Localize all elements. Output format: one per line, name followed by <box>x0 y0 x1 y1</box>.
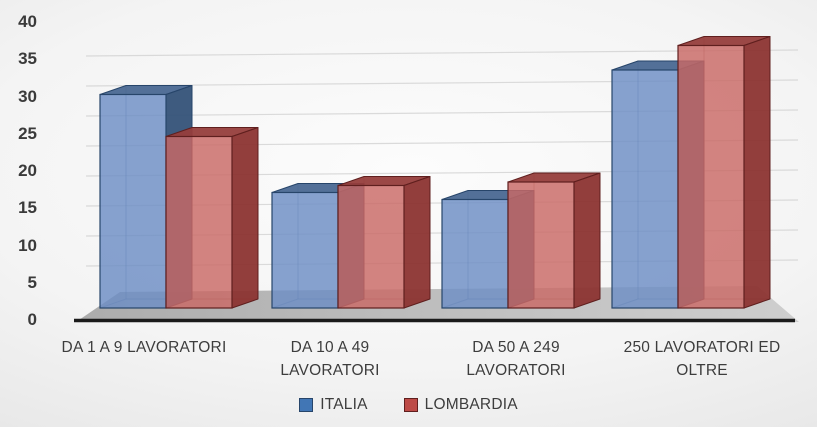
legend-swatch-lombardia <box>403 398 418 412</box>
y-tick-label-10: 10 <box>18 235 37 255</box>
y-tick-label-30: 30 <box>18 86 37 106</box>
y-tick-label-5: 5 <box>27 272 37 292</box>
category-label-line: LAVORATORI <box>466 362 566 379</box>
y-tick-label-15: 15 <box>18 198 37 218</box>
bar-lombardia-cat1 <box>337 176 431 309</box>
bar-front-face <box>611 69 679 309</box>
bar-side-face <box>231 127 259 309</box>
bar-side-face <box>403 176 431 309</box>
category-label-1: DA 10 A 49 LAVORATORI <box>215 336 445 382</box>
category-label-2: DA 50 A 249 LAVORATORI <box>401 336 631 382</box>
bar-front-face <box>507 181 575 309</box>
bar-lombardia-cat3 <box>677 36 771 309</box>
bar-front-face <box>337 184 405 309</box>
legend: ITALIA LOMBARDIA <box>0 396 817 414</box>
bar-lombardia-cat0 <box>165 127 259 309</box>
bar-lombardia-cat2 <box>507 172 601 309</box>
category-label-3: 250 LAVORATORI ED OLTRE <box>587 336 817 382</box>
category-label-line: 250 LAVORATORI ED <box>623 339 781 356</box>
legend-label: LOMBARDIA <box>424 396 518 413</box>
category-label-line: LAVORATORI <box>280 362 380 379</box>
y-tick-label-0: 0 <box>27 310 37 329</box>
y-tick-label-40: 40 <box>18 12 37 31</box>
category-label-line: DA 50 A 249 <box>472 339 560 356</box>
category-label-line: DA 1 A 9 LAVORATORI <box>61 339 227 356</box>
legend-item-lombardia: LOMBARDIA <box>403 396 518 414</box>
legend-item-italia: ITALIA <box>299 396 367 414</box>
category-label-0: DA 1 A 9 LAVORATORI <box>29 336 259 359</box>
bar-front-face <box>271 191 339 309</box>
legend-swatch-italia <box>299 398 314 412</box>
category-label-line: DA 10 A 49 <box>290 339 370 356</box>
bar-front-face <box>441 198 509 309</box>
category-label-line: OLTRE <box>676 362 728 379</box>
legend-label: ITALIA <box>320 396 368 413</box>
y-tick-label-25: 25 <box>18 123 37 143</box>
bar-side-face <box>743 36 771 309</box>
bar-front-face <box>165 135 233 309</box>
bar-front-face <box>99 93 167 309</box>
bar-front-face <box>677 44 745 309</box>
y-tick-label-20: 20 <box>18 161 37 180</box>
bar-side-face <box>573 172 601 309</box>
y-tick-label-35: 35 <box>18 49 37 69</box>
